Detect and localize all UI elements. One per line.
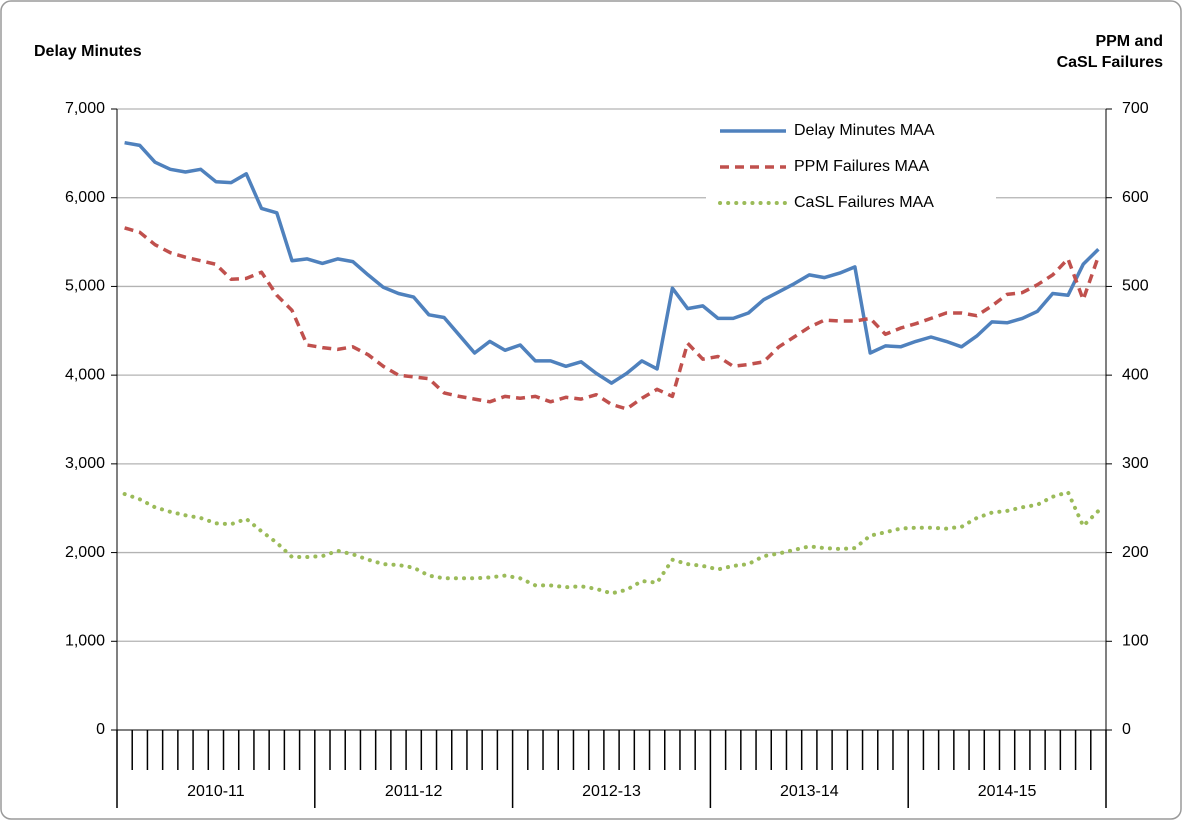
y2-tick-label: 300 — [1122, 455, 1149, 472]
y2-tick-label: 200 — [1122, 544, 1149, 561]
series-line — [122, 490, 1101, 596]
x-group-label: 2010-11 — [187, 783, 245, 800]
y2-tick-label: 500 — [1122, 278, 1149, 295]
legend-label: Delay Minutes MAA — [794, 122, 935, 139]
legend-label: PPM Failures MAA — [794, 158, 929, 175]
y2-tick-label: 100 — [1122, 633, 1149, 650]
series-line — [124, 140, 1100, 385]
y-tick-label: 5,000 — [65, 278, 105, 295]
y2-tick-label: 0 — [1122, 721, 1131, 738]
x-group-label: 2012-13 — [582, 783, 641, 800]
y2-tick-label: 600 — [1122, 189, 1149, 206]
y-tick-label: 4,000 — [65, 366, 105, 383]
y-tick-label: 0 — [96, 721, 105, 738]
y-tick-label: 7,000 — [65, 100, 105, 117]
y-tick-label: 1,000 — [65, 633, 105, 650]
y2-axis-title: PPM and — [1095, 33, 1163, 50]
y-tick-label: 6,000 — [65, 189, 105, 206]
y-tick-label: 2,000 — [65, 544, 105, 561]
y-tick-label: 3,000 — [65, 455, 105, 472]
y2-axis-title: CaSL Failures — [1057, 54, 1164, 71]
y2-tick-label: 400 — [1122, 366, 1149, 383]
legend-label: CaSL Failures MAA — [794, 194, 934, 211]
y-axis-title: Delay Minutes — [34, 43, 142, 60]
x-group-label: 2011-12 — [385, 783, 443, 800]
x-group-label: 2014-15 — [978, 783, 1037, 800]
y2-tick-label: 700 — [1122, 100, 1149, 117]
x-group-label: 2013-14 — [780, 783, 839, 800]
